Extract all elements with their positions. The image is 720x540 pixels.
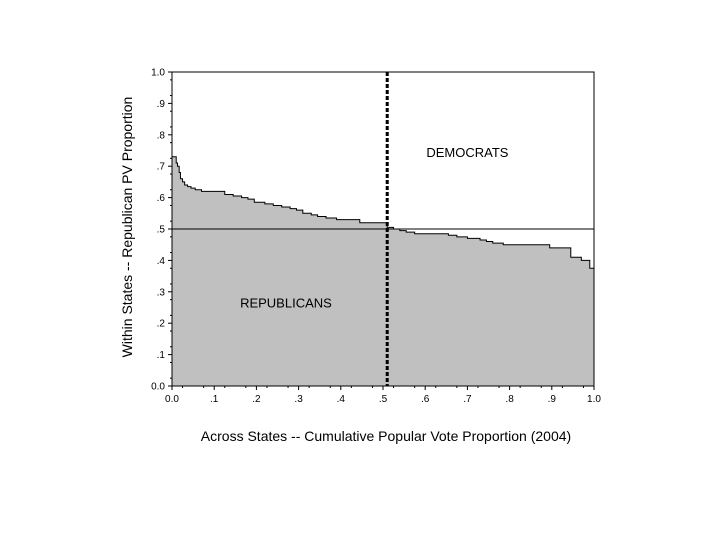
y-axis-label: Within States -- Republican PV Proportio… <box>119 97 135 358</box>
series-step-line <box>171 156 595 386</box>
x-tick-label: 1.0 <box>587 394 601 405</box>
y-tick-label: 0.0 <box>151 382 165 393</box>
y-tick-label: .6 <box>157 193 166 204</box>
y-tick-label: .2 <box>157 319 166 330</box>
y-tick-label: .7 <box>157 162 166 173</box>
annotations: DEMOCRATS REPUBLICANS <box>240 145 509 311</box>
y-tick-label: .8 <box>157 130 166 141</box>
x-tick-label: .4 <box>337 394 346 405</box>
y-tick-label: .4 <box>157 256 166 267</box>
y-axis: 0.0 .1 .2 .3 .4 .5 .6 .7 .8 .9 1.0 <box>151 68 172 393</box>
y-tick-label: .3 <box>157 287 166 298</box>
series-area <box>172 156 594 386</box>
region-label-democrats: DEMOCRATS <box>426 145 508 160</box>
x-tick-label: .2 <box>252 394 261 405</box>
y-tick-label: .9 <box>157 99 166 110</box>
region-label-republicans: REPUBLICANS <box>240 296 332 311</box>
x-tick-label: .6 <box>421 394 430 405</box>
plot-area <box>171 71 595 387</box>
y-tick-label: .1 <box>157 350 166 361</box>
y-tick-label: 1.0 <box>151 68 165 79</box>
x-axis: 0.0 .1 .2 .3 .4 .5 .6 .7 .8 .9 1.0 <box>165 386 601 405</box>
x-axis-label: Across States -- Cumulative Popular Vote… <box>201 428 571 444</box>
x-tick-label: 0.0 <box>165 394 179 405</box>
x-tick-label: .9 <box>548 394 557 405</box>
x-tick-label: .8 <box>505 394 514 405</box>
x-tick-label: .3 <box>294 394 303 405</box>
x-tick-label: .1 <box>210 394 219 405</box>
x-tick-label: .7 <box>463 394 472 405</box>
x-tick-label: .5 <box>379 394 388 405</box>
y-tick-label: .5 <box>157 225 166 236</box>
